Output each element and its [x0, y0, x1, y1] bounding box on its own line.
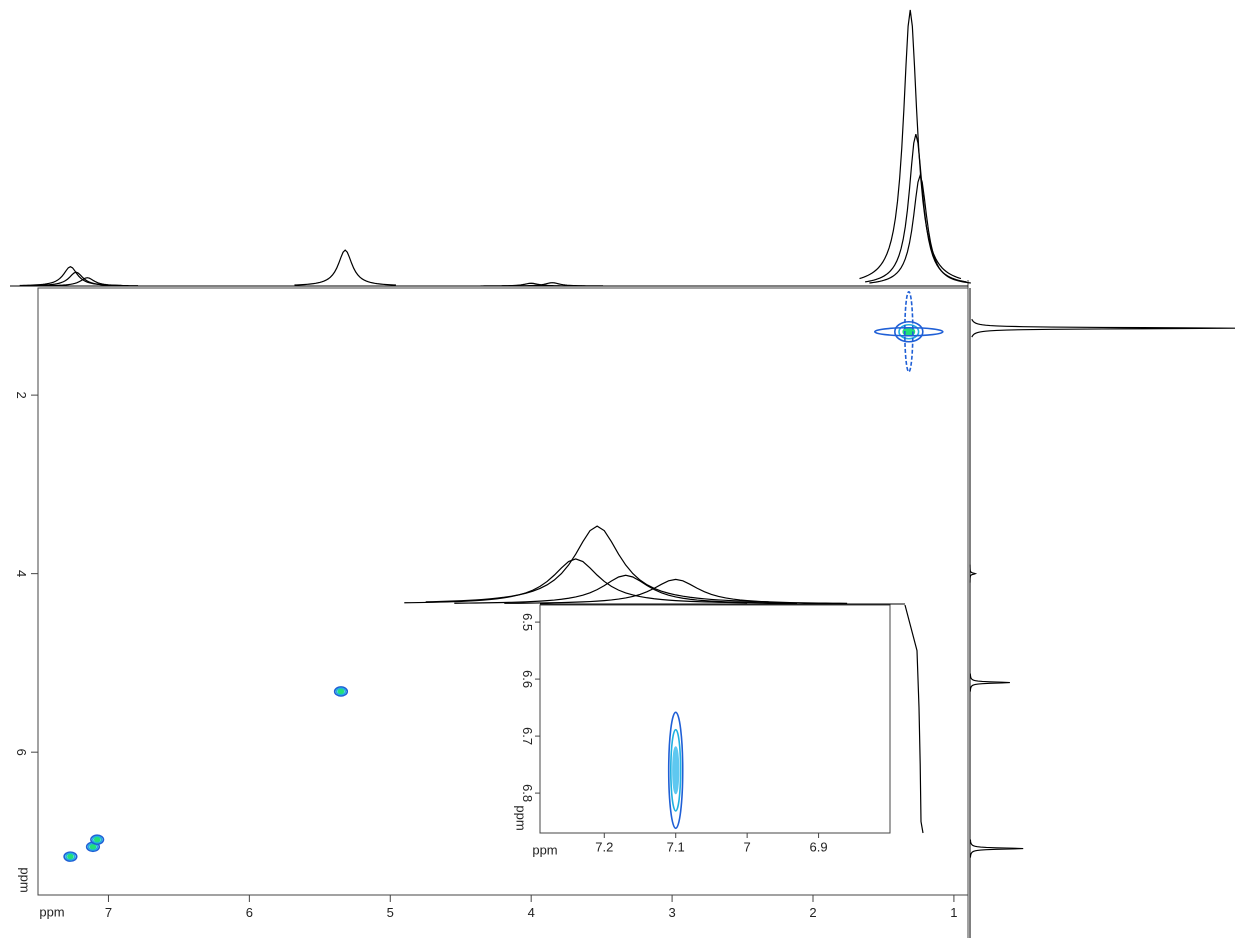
contour-level — [337, 688, 345, 695]
side-projection-peak — [969, 564, 978, 583]
top-projection-peak — [404, 558, 748, 604]
top-projection-peak — [294, 249, 396, 286]
top-projection-peak — [504, 578, 848, 604]
inset-y-axis-label: ppm — [514, 805, 529, 830]
y-tick-label: 4 — [14, 570, 29, 577]
y-tick-label: 6.5 — [520, 613, 535, 631]
x-tick-label: 1 — [950, 905, 957, 920]
y-tick-label: 6.6 — [520, 670, 535, 688]
top-projection-peak — [501, 282, 604, 287]
side-projection-peak — [969, 839, 1024, 858]
x-axis-label: ppm — [39, 904, 64, 919]
contour-level — [335, 687, 347, 696]
x-tick-label: 5 — [387, 905, 394, 920]
contour-level — [894, 320, 924, 343]
contour-level — [670, 728, 682, 812]
contour-level — [333, 686, 349, 697]
contour-peak — [63, 851, 78, 862]
top-projection-peak — [859, 9, 962, 280]
contour-peak — [667, 711, 684, 830]
contour-arm — [874, 326, 944, 337]
contour-arm — [904, 290, 914, 373]
contour-level — [667, 711, 684, 830]
y-axis-label: ppm — [18, 867, 33, 892]
top-projection-peak — [480, 282, 582, 287]
side-projection-peak — [971, 318, 1236, 338]
contour-level — [672, 746, 680, 795]
x-tick-label: 4 — [528, 905, 535, 920]
x-tick-label: 6 — [246, 905, 253, 920]
x-tick-label: 7 — [105, 905, 112, 920]
inset-x-axis-label: ppm — [532, 842, 557, 857]
contour-level — [93, 837, 101, 843]
y-tick-label: 2 — [14, 392, 29, 399]
x-tick-label: 7.1 — [667, 839, 685, 854]
x-tick-label: 6.9 — [810, 839, 828, 854]
contour-level — [89, 844, 97, 850]
top-projection-peak — [865, 134, 967, 283]
contour-level — [67, 854, 74, 860]
contour-peak — [333, 686, 349, 697]
x-tick-label: 2 — [809, 905, 816, 920]
y-tick-label: 6.8 — [520, 784, 535, 802]
contour-level — [65, 852, 76, 861]
side-projection — [904, 604, 924, 834]
side-projection-peak — [969, 673, 1010, 692]
contour-peak — [90, 834, 105, 845]
top-projection-peak — [869, 173, 971, 284]
top-projection-peak — [425, 525, 769, 603]
top-projection-peak — [454, 574, 798, 604]
contour-level — [63, 851, 78, 862]
contour-peak — [874, 290, 944, 373]
x-tick-label: 3 — [668, 905, 675, 920]
top-projection-peak — [36, 277, 139, 287]
inset-frame — [539, 604, 891, 834]
x-tick-label: 7.2 — [595, 839, 613, 854]
x-tick-label: 7 — [744, 839, 751, 854]
contour-level — [90, 834, 105, 845]
y-tick-label: 6 — [14, 749, 29, 756]
y-tick-label: 6.7 — [520, 727, 535, 745]
contour-level — [91, 835, 103, 844]
contour-level — [898, 323, 920, 340]
